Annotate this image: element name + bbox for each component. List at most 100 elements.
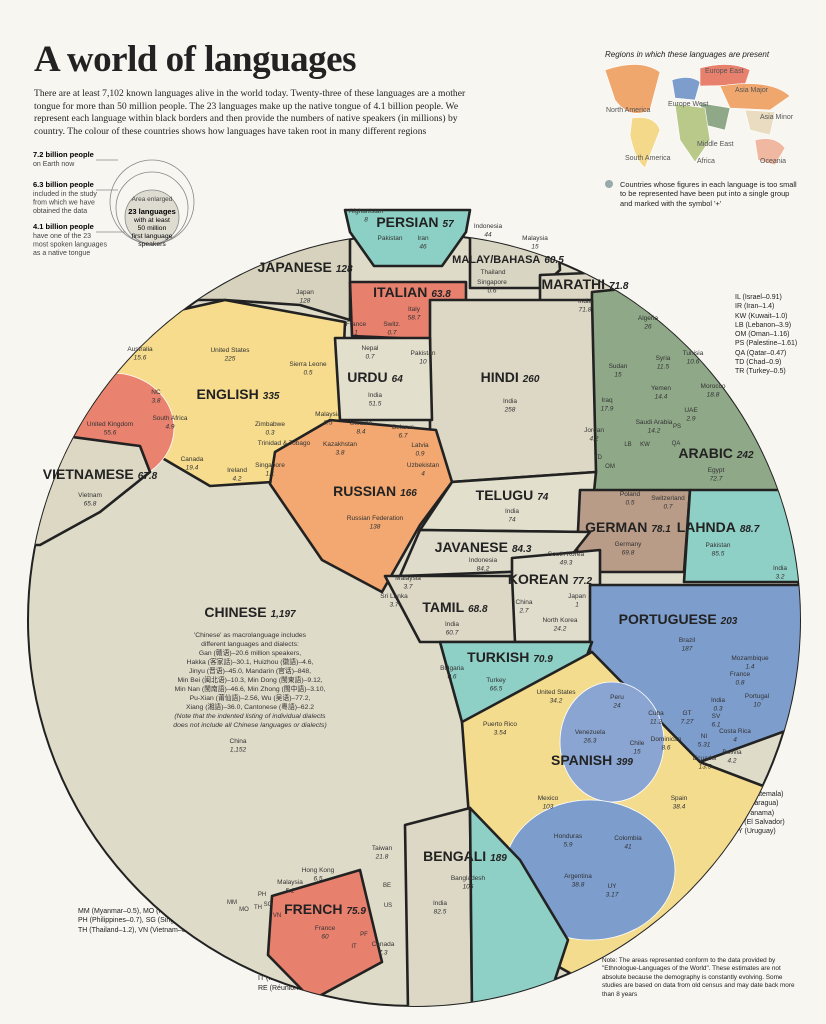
footnote-line: TH (Thailand–1.2), VN (Vietnam–0.9)	[78, 926, 194, 934]
country-value: 3.8	[151, 398, 160, 405]
country-name: Yemen	[651, 385, 671, 392]
country-code: MO	[239, 907, 249, 913]
country-name: Malaysia	[395, 575, 421, 582]
country-value: 71.8	[579, 307, 592, 314]
language-name: URDU	[347, 369, 387, 385]
country-value: 258	[504, 407, 516, 414]
country-value: 0.5	[323, 420, 332, 427]
language-total: 88.7	[740, 524, 760, 535]
language-circle	[27, 208, 801, 1007]
language-total: 399	[616, 757, 633, 768]
map-region-label: Middle East	[697, 141, 734, 148]
language-label: RUSSIAN 166	[333, 483, 417, 499]
country-name: Poland	[620, 491, 641, 498]
country-name: SV	[712, 713, 721, 720]
country-name: Cuba	[648, 710, 664, 717]
country-name: Egypt	[708, 467, 725, 474]
language-total: 78.1	[651, 524, 671, 535]
country-value: 51.5	[369, 401, 382, 408]
language-name: CHINESE	[204, 604, 266, 620]
urdu-region	[333, 336, 434, 422]
country-code: US	[384, 903, 392, 909]
country-name: Thailand	[481, 269, 506, 276]
legend-value: 7.2 billion people	[33, 150, 94, 159]
language-name: MALAY/BAHASA	[452, 254, 540, 266]
country-name: Chile	[630, 740, 645, 747]
country-value: 15	[633, 749, 641, 756]
language-label: KOREAN 77.2	[508, 571, 593, 587]
country-name: Tunisia	[683, 350, 704, 357]
country-name: Portugal	[745, 693, 770, 700]
country-value: 1,152	[230, 747, 247, 754]
language-total: 260	[522, 374, 540, 385]
language-total: 74	[537, 492, 549, 503]
country-name: Latvia	[411, 442, 429, 449]
country-name: Peru	[610, 694, 624, 701]
language-total: 189	[490, 853, 507, 864]
country-value: 8.4	[356, 429, 365, 436]
language-label: FRENCH 75.9	[284, 901, 366, 917]
country-name: Pakistan	[411, 350, 436, 357]
arabic-codes: IL (Israel–0.91) IR (Iran–1.4) KW (Kuwait–…	[735, 293, 797, 377]
map-region-label: South America	[625, 155, 671, 162]
language-total: 68.8	[468, 604, 488, 615]
country-name: Japan	[296, 289, 314, 296]
country-value: 17.9	[601, 406, 614, 413]
map-region-label: Asia Minor	[760, 114, 794, 121]
country-value: 0.7	[663, 504, 672, 511]
country-value: 3.54	[494, 730, 507, 737]
chinese-note-line: Min Bei (闽北语)–10.3, Min Dong (閩東語)–9.12,	[177, 675, 322, 684]
language-label: VIETNAMESE 67.8	[43, 466, 158, 482]
country-name: UAE	[684, 407, 698, 414]
country-value: 3.2	[775, 574, 784, 581]
language-total: 242	[736, 450, 754, 461]
map-region-label: Europe West	[668, 101, 708, 108]
intro: There are at least 7,102 known languages…	[34, 88, 466, 137]
country-name: United States	[210, 347, 250, 354]
circle-native	[124, 189, 180, 245]
country-name: Pakistan	[378, 235, 403, 242]
legend-text: have one of the 23	[33, 233, 91, 240]
country-name: Ireland	[227, 467, 247, 474]
country-value: 0.6	[487, 288, 496, 295]
country-name: Syria	[656, 355, 671, 362]
country-value: 0.6	[447, 674, 456, 681]
country-value: 3.7	[389, 602, 398, 609]
country-name: Australia	[127, 346, 153, 353]
map-south-america	[629, 117, 661, 169]
country-name: Russian Federation	[347, 515, 404, 522]
country-code: TH	[254, 905, 262, 911]
country-name: Venezuela	[575, 729, 606, 736]
country-value: 15	[614, 372, 622, 379]
language-name: HINDI	[481, 369, 519, 385]
area-label: Area enlarged	[132, 196, 173, 203]
country-name: India	[445, 621, 459, 628]
country-value: 0.9	[415, 451, 424, 458]
country-name: China	[230, 738, 247, 745]
country-name: Indonesia	[474, 223, 503, 230]
country-name: GT	[682, 710, 691, 717]
language-label: TAMIL 68.8	[422, 599, 488, 615]
country-name: Sudan	[609, 363, 628, 370]
country-name: Mozambique	[731, 655, 769, 662]
country-value: 24	[612, 703, 621, 710]
country-name: United Kingdom	[87, 421, 133, 428]
country-value: 103	[543, 804, 554, 811]
country-value: 1.1	[265, 471, 274, 478]
country-value: 15.6	[134, 355, 147, 362]
language-total: 70.9	[533, 654, 553, 665]
center-text: first language	[132, 233, 173, 240]
country-value: 2.7	[518, 608, 528, 615]
legend-text: included in the study	[33, 191, 97, 198]
country-code: LB	[624, 442, 631, 448]
map-europe-east	[699, 64, 751, 87]
persian-region	[343, 208, 472, 268]
language-name: KOREAN	[508, 571, 569, 587]
chinese-codes: MM (Myanmar–0.5), MO (Macau–0.5), PH (Phi…	[78, 907, 210, 935]
region-map	[604, 64, 791, 169]
country-name: Honduras	[554, 833, 583, 840]
language-name: TURKISH	[467, 649, 529, 665]
country-code: PS	[673, 424, 681, 430]
map-region-label: Oceania	[760, 158, 786, 165]
